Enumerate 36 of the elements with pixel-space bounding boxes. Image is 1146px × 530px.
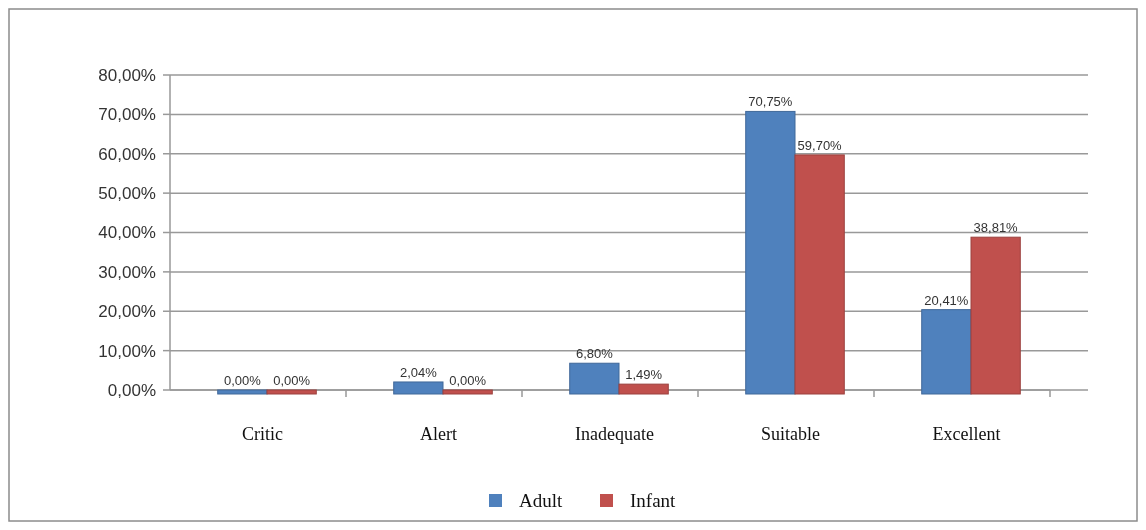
data-label: 0,00% [449, 373, 487, 388]
bar [794, 154, 845, 395]
y-tick-label: 80,00% [98, 65, 156, 85]
y-tick-label: 10,00% [98, 341, 156, 361]
y-tick-label: 0,00% [107, 380, 156, 400]
y-tick-label: 30,00% [98, 262, 156, 282]
bar [921, 309, 972, 395]
y-tick-label: 70,00% [98, 105, 156, 125]
bar [569, 362, 620, 395]
bar [393, 381, 444, 395]
data-label: 20,41% [924, 292, 969, 308]
legend-label: Adult [519, 489, 563, 511]
y-tick-label: 40,00% [98, 223, 156, 243]
data-label: 1,49% [625, 367, 663, 383]
y-tick-label: 50,00% [98, 184, 156, 204]
bar [970, 236, 1021, 395]
bar [618, 383, 669, 395]
data-label: 59,70% [797, 137, 843, 153]
y-tick-label: 20,00% [98, 302, 156, 322]
y-tick-label: 60,00% [98, 144, 156, 164]
x-tick-label: Critic [242, 424, 283, 444]
x-tick-label: Excellent [932, 424, 1001, 444]
x-tick-label: Alert [420, 424, 457, 444]
bar [266, 389, 317, 395]
data-label: 0,00% [273, 373, 311, 388]
bar [745, 110, 796, 395]
x-tick-label: Inadequate [575, 424, 654, 444]
data-label: 38,81% [973, 220, 1019, 236]
legend-label: Infant [630, 489, 677, 511]
data-label: 70,75% [748, 94, 793, 110]
data-label: 2,04% [399, 364, 438, 380]
x-tick-label: Suitable [761, 424, 820, 444]
data-label: 0,00% [223, 373, 262, 388]
bar [442, 389, 493, 395]
bar [217, 389, 268, 395]
data-label: 6,80% [575, 346, 614, 362]
